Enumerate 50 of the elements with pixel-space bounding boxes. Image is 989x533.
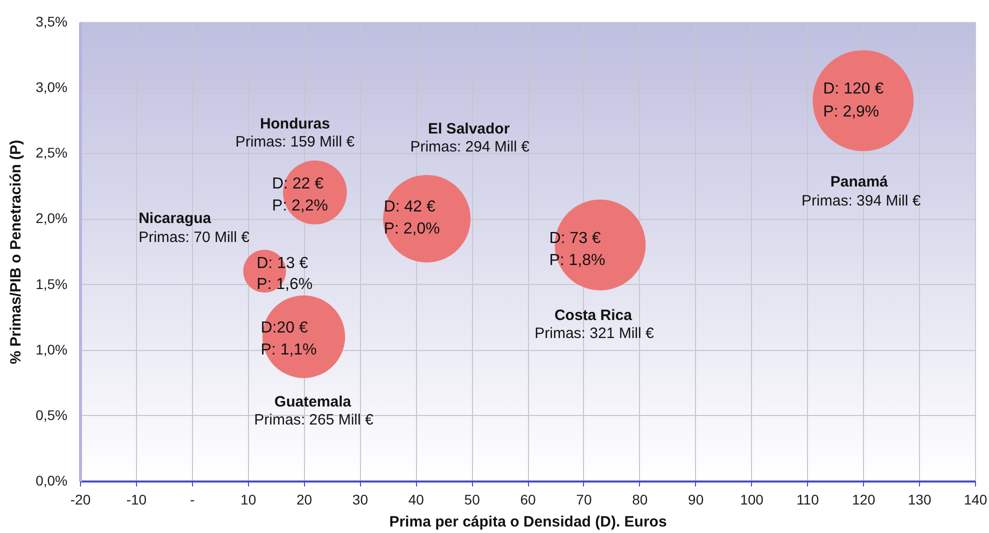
x-tick-label: 50	[464, 492, 480, 508]
x-tick-label: 30	[352, 492, 368, 508]
annotation: P: 2,9%	[823, 104, 880, 121]
x-tick-label: 70	[576, 492, 592, 508]
annotation: P: 1,8%	[549, 252, 606, 269]
x-tick-label: 130	[908, 492, 932, 508]
annotation: P: 2,0%	[384, 220, 440, 238]
y-tick-label: 2,5%	[36, 144, 68, 161]
annotation: P: 2,2%	[272, 197, 328, 214]
x-tick-label: -10	[126, 492, 147, 508]
annotation: D: 22 €	[272, 175, 324, 192]
x-axis-title: Prima per cápita o Densidad (D). Euros	[389, 514, 667, 530]
x-tick-label: 110	[796, 492, 820, 508]
y-tick-label: 0,0%	[36, 472, 68, 488]
annotation: El Salvador	[428, 120, 510, 138]
x-tick-label: 100	[740, 492, 764, 508]
x-tick-label: 90	[688, 492, 704, 508]
annotation: P: 1,6%	[256, 276, 313, 294]
annotation: Primas: 321 Mill €	[534, 324, 654, 342]
x-tick-label: 10	[240, 492, 256, 508]
x-tick-label: -20	[70, 492, 91, 508]
annotation: Primas: 70 Mill €	[138, 229, 250, 246]
y-tick-label: 1,0%	[36, 341, 68, 358]
y-tick-label: 3,0%	[36, 79, 68, 96]
y-tick-label: 3,5%	[36, 14, 68, 30]
x-tick-label: 80	[632, 492, 648, 508]
x-tick-label: -	[190, 492, 196, 508]
annotation: Guatemala	[274, 394, 352, 411]
y-tick-label: 2,0%	[36, 210, 68, 226]
annotation: D: 42 €	[384, 198, 436, 216]
annotation: P: 1,1%	[260, 342, 317, 359]
x-tick-label: 20	[296, 492, 312, 508]
annotation: D: 120 €	[823, 80, 884, 98]
annotation: Primas: 265 Mill €	[254, 412, 374, 429]
annotation: D: 13 €	[256, 255, 308, 272]
x-tick-label: 140	[964, 492, 988, 508]
y-axis-title: % Primas/PIB o Penetración (P)	[8, 140, 25, 364]
x-tick-label: 60	[520, 492, 536, 508]
annotation: Primas: 159 Mill €	[235, 133, 356, 150]
y-tick-label: 1,5%	[36, 276, 68, 292]
annotation: Primas: 394 Mill €	[802, 192, 922, 210]
annotation: D: 73 €	[549, 230, 601, 247]
y-tick-label: 0,5%	[36, 406, 68, 423]
annotation: Costa Rica	[554, 306, 633, 324]
annotation: Primas: 294 Mill €	[410, 138, 530, 156]
annotation: Nicaragua	[138, 210, 212, 228]
annotation: Honduras	[260, 115, 330, 132]
annotation: Panamá	[830, 174, 889, 191]
x-tick-label: 120	[852, 492, 876, 508]
x-tick-label: 40	[408, 492, 424, 508]
